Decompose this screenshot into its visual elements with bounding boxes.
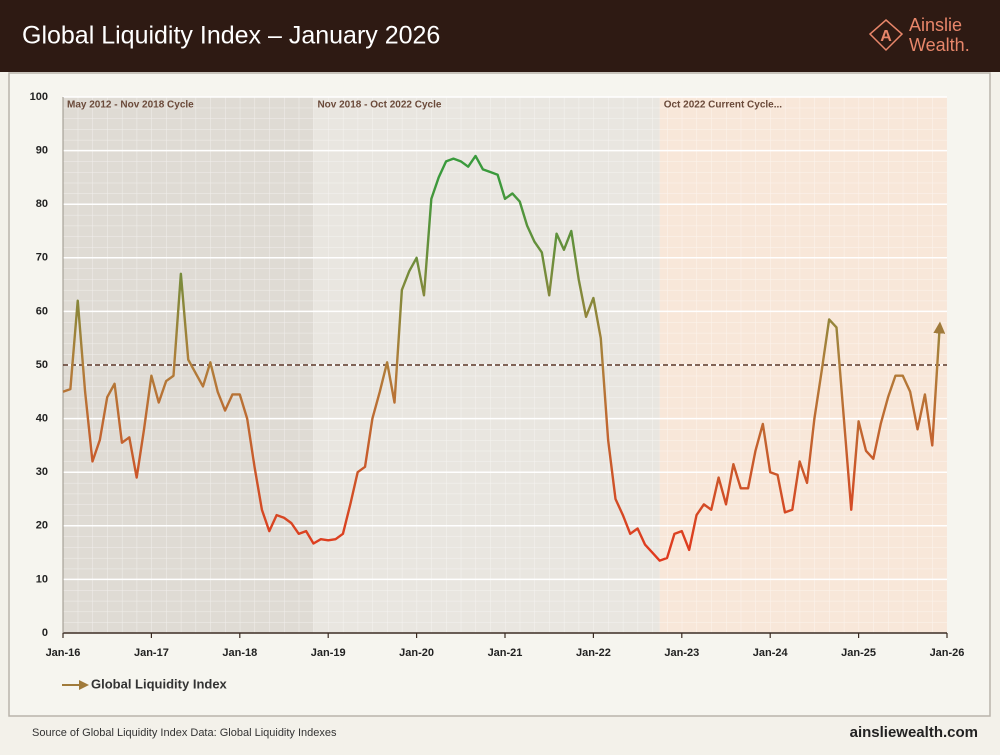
y-tick-label: 60 [36, 305, 48, 317]
y-tick-label: 100 [30, 91, 48, 103]
cycle-label: Nov 2018 - Oct 2022 Cycle [317, 100, 441, 111]
x-tick-label: Jan-16 [46, 647, 81, 659]
y-tick-label: 90 [36, 145, 48, 157]
x-tick-label: Jan-18 [222, 647, 257, 659]
source-note: Source of Global Liquidity Index Data: G… [32, 727, 337, 739]
x-tick-label: Jan-26 [930, 647, 965, 659]
y-tick-label: 80 [36, 198, 48, 210]
y-tick-label: 70 [36, 252, 48, 264]
x-tick-label: Jan-20 [399, 647, 434, 659]
x-tick-label: Jan-19 [311, 647, 346, 659]
page-title: Global Liquidity Index – January 2026 [22, 22, 440, 50]
cycle-label: May 2012 - Nov 2018 Cycle [67, 100, 194, 111]
x-tick-label: Jan-21 [488, 647, 523, 659]
x-tick-label: Jan-22 [576, 647, 611, 659]
cycle-label: Oct 2022 Current Cycle... [664, 100, 783, 111]
y-tick-label: 0 [42, 627, 48, 639]
y-tick-label: 30 [36, 466, 48, 478]
x-tick-label: Jan-24 [753, 647, 789, 659]
y-tick-label: 40 [36, 413, 48, 425]
x-tick-label: Jan-23 [664, 647, 699, 659]
header-bar [0, 0, 1000, 72]
legend-label: Global Liquidity Index [91, 676, 228, 691]
website: ainsliewealth.com [850, 724, 978, 741]
brand-logo: A Ainslie Wealth. [868, 15, 970, 55]
logo-letter: A [880, 28, 892, 45]
logo-icon [868, 19, 904, 52]
brand-suffix: Wealth. [909, 35, 970, 55]
x-tick-label: Jan-17 [134, 647, 169, 659]
y-tick-label: 20 [36, 520, 48, 532]
y-tick-label: 10 [36, 573, 48, 585]
y-tick-label: 50 [36, 359, 48, 371]
data-line [62, 154, 946, 562]
brand-name: Ainslie [909, 15, 962, 35]
plot: May 2012 - Nov 2018 Cycle Nov 2018 - Oct … [30, 91, 965, 659]
x-tick-label: Jan-25 [841, 647, 876, 659]
